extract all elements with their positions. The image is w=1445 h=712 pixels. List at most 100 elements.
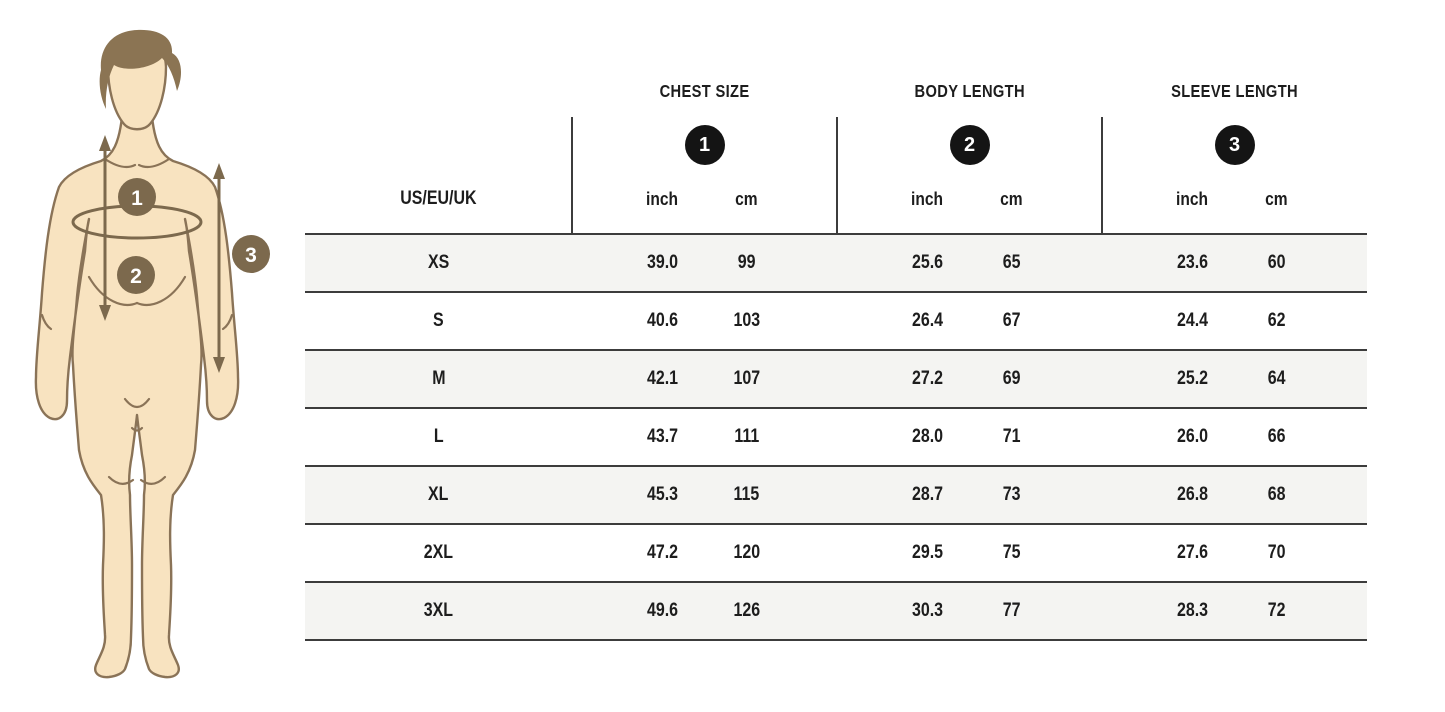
body-inch-value: 28.0 bbox=[911, 426, 944, 447]
body-units: inch cm bbox=[837, 180, 1102, 218]
chest-inch-value: 49.6 bbox=[646, 600, 679, 621]
sleeve-measurements: 26.0 66 bbox=[1102, 426, 1367, 448]
sleeve-measurements: 24.4 62 bbox=[1102, 310, 1367, 332]
body-measurements: 26.4 67 bbox=[837, 310, 1102, 332]
sleeve-cm-value: 66 bbox=[1267, 426, 1286, 447]
size-label: M bbox=[431, 368, 446, 389]
sleeve-measurements: 27.6 70 bbox=[1102, 542, 1367, 564]
sleeve-length-title: SLEEVE LENGTH bbox=[1171, 80, 1298, 101]
chest-measurements: 42.1 107 bbox=[572, 368, 837, 390]
body-inch-value: 29.5 bbox=[911, 542, 944, 563]
chest-inch-value: 40.6 bbox=[646, 310, 679, 331]
chest-inch-value: 43.7 bbox=[646, 426, 679, 447]
chest-cm-value: 120 bbox=[733, 542, 760, 563]
chest-measurements: 39.0 99 bbox=[572, 252, 837, 274]
chest-measurements: 43.7 111 bbox=[572, 426, 837, 448]
sleeve-units: inch cm bbox=[1102, 180, 1367, 218]
body-cm-value: 75 bbox=[1002, 542, 1021, 563]
table-row: M 42.1 107 27.2 69 25.2 64 bbox=[305, 349, 1367, 407]
body-cm-value: 73 bbox=[1002, 484, 1021, 505]
table-badge-3: 3 bbox=[1214, 125, 1255, 165]
body-measurements: 29.5 75 bbox=[837, 542, 1102, 564]
chest-measurements: 45.3 115 bbox=[572, 484, 837, 506]
sleeve-measurements: 28.3 72 bbox=[1102, 600, 1367, 622]
size-label: S bbox=[433, 310, 444, 331]
body-cm-value: 65 bbox=[1002, 252, 1021, 273]
unit-label: cm bbox=[735, 188, 758, 209]
body-cm-value: 69 bbox=[1002, 368, 1021, 389]
table-badge-2: 2 bbox=[949, 125, 990, 165]
sleeve-cm-value: 70 bbox=[1267, 542, 1286, 563]
sleeve-measurements: 26.8 68 bbox=[1102, 484, 1367, 506]
body-cm-value: 67 bbox=[1002, 310, 1021, 331]
group-title-row: CHEST SIZE BODY LENGTH SLEEVE LENGTH bbox=[305, 78, 1367, 104]
body-cm-value: 77 bbox=[1002, 600, 1021, 621]
body-cm-value: 71 bbox=[1002, 426, 1021, 447]
body-inch-value: 25.6 bbox=[911, 252, 944, 273]
body-measurements: 30.3 77 bbox=[837, 600, 1102, 622]
chest-cm-value: 115 bbox=[733, 484, 760, 505]
size-table: CHEST SIZE BODY LENGTH SLEEVE LENGTH 1 2… bbox=[305, 0, 1367, 650]
unit-label: inch bbox=[1176, 188, 1209, 209]
table-row: XS 39.0 99 25.6 65 23.6 60 bbox=[305, 233, 1367, 291]
table-row: XL 45.3 115 28.7 73 26.8 68 bbox=[305, 465, 1367, 523]
size-system-header: US/EU/UK bbox=[400, 188, 477, 209]
sleeve-cm-value: 62 bbox=[1267, 310, 1286, 331]
body-measurement-diagram: 1 2 3 bbox=[34, 29, 270, 679]
sleeve-inch-value: 27.6 bbox=[1176, 542, 1209, 563]
sleeve-inch-value: 23.6 bbox=[1176, 252, 1209, 273]
sleeve-cm-value: 72 bbox=[1267, 600, 1286, 621]
chest-inch-value: 45.3 bbox=[646, 484, 679, 505]
sleeve-inch-value: 28.3 bbox=[1176, 600, 1209, 621]
body-length-title: BODY LENGTH bbox=[914, 80, 1025, 101]
size-label: L bbox=[433, 426, 444, 447]
unit-label: inch bbox=[646, 188, 679, 209]
hair bbox=[99, 29, 182, 109]
body-inch-value: 30.3 bbox=[911, 600, 944, 621]
body-measurements: 25.6 65 bbox=[837, 252, 1102, 274]
body-silhouette bbox=[34, 115, 240, 679]
table-row: S 40.6 103 26.4 67 24.4 62 bbox=[305, 291, 1367, 349]
sleeve-inch-value: 24.4 bbox=[1176, 310, 1209, 331]
sleeve-cm-value: 68 bbox=[1267, 484, 1286, 505]
body-measurements: 28.0 71 bbox=[837, 426, 1102, 448]
size-label: 2XL bbox=[423, 542, 454, 563]
size-label: XS bbox=[427, 252, 450, 273]
chest-cm-value: 111 bbox=[734, 426, 759, 447]
chest-units: inch cm bbox=[572, 180, 837, 218]
body-inch-value: 26.4 bbox=[911, 310, 944, 331]
body-length-arrow bbox=[99, 135, 111, 321]
chest-inch-value: 42.1 bbox=[646, 368, 679, 389]
unit-label: cm bbox=[1000, 188, 1023, 209]
size-label: XL bbox=[428, 484, 449, 505]
chest-cm-value: 107 bbox=[733, 368, 760, 389]
table-row: L 43.7 111 28.0 71 26.0 66 bbox=[305, 407, 1367, 465]
table-badge-1: 1 bbox=[684, 125, 725, 165]
table-row: 3XL 49.6 126 30.3 77 28.3 72 bbox=[305, 581, 1367, 639]
subheader-row: US/EU/UK inch cm inch cm inch cm bbox=[305, 180, 1367, 218]
svg-text:3: 3 bbox=[245, 244, 257, 267]
figure-badge-1: 1 bbox=[118, 178, 156, 216]
svg-text:2: 2 bbox=[130, 265, 142, 288]
sleeve-measurements: 25.2 64 bbox=[1102, 368, 1367, 390]
chest-measurements: 47.2 120 bbox=[572, 542, 837, 564]
sleeve-inch-value: 26.0 bbox=[1176, 426, 1209, 447]
chest-measurements: 40.6 103 bbox=[572, 310, 837, 332]
sleeve-cm-value: 60 bbox=[1267, 252, 1286, 273]
body-detail-lines bbox=[40, 157, 234, 485]
table-row: 2XL 47.2 120 29.5 75 27.6 70 bbox=[305, 523, 1367, 581]
sleeve-length-arrow bbox=[213, 163, 225, 373]
chest-inch-value: 39.0 bbox=[646, 252, 679, 273]
figure-badge-3: 3 bbox=[232, 235, 270, 273]
svg-text:1: 1 bbox=[131, 187, 143, 210]
chest-cm-value: 103 bbox=[733, 310, 760, 331]
sleeve-cm-value: 64 bbox=[1267, 368, 1286, 389]
sleeve-inch-value: 26.8 bbox=[1176, 484, 1209, 505]
body-measurements: 27.2 69 bbox=[837, 368, 1102, 390]
sleeve-measurements: 23.6 60 bbox=[1102, 252, 1367, 274]
chest-cm-value: 99 bbox=[737, 252, 756, 273]
measurement-overlays: 1 2 3 bbox=[71, 135, 270, 373]
sleeve-inch-value: 25.2 bbox=[1176, 368, 1209, 389]
body-measurements: 28.7 73 bbox=[837, 484, 1102, 506]
